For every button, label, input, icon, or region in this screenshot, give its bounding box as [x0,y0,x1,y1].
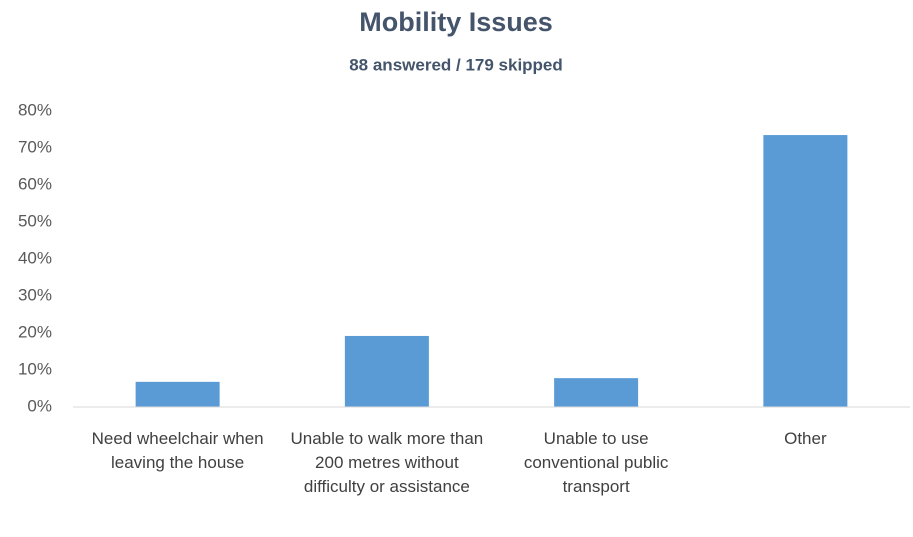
x-tick-label: Unable to use conventional public transp… [523,429,669,496]
y-tick-label: 70% [18,137,52,156]
y-tick-label: 50% [18,211,52,230]
y-tick-label: 30% [18,285,52,304]
y-tick-label: 80% [18,100,52,119]
bar [554,378,639,407]
bar [135,381,220,407]
bar [763,135,848,408]
x-tick-label: Unable to walk more than 200 metres with… [290,429,484,496]
y-tick-label: 10% [18,359,52,378]
y-tick-label: 60% [18,174,52,193]
chart-subtitle: 88 answered / 179 skipped [349,55,563,74]
x-tick-label: Need wheelchair when leaving the house [91,429,264,472]
bar [344,335,429,407]
y-tick-label: 0% [27,396,52,415]
chart-title: Mobility Issues [359,7,553,37]
y-tick-label: 20% [18,322,52,341]
y-tick-label: 40% [18,248,52,267]
x-tick-label: Other [784,429,827,448]
